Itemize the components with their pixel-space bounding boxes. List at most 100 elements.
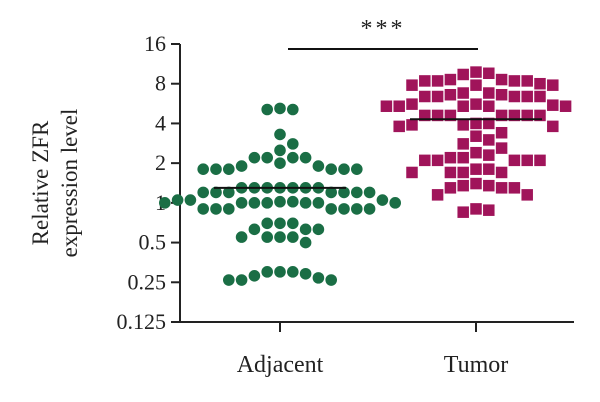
data-point	[197, 163, 209, 175]
data-point	[299, 223, 312, 236]
data-point	[274, 102, 286, 115]
data-point	[444, 182, 457, 194]
data-point	[483, 179, 495, 192]
data-point	[223, 274, 235, 286]
x-axis: Adjacent Tumor	[180, 321, 574, 378]
data-point	[470, 117, 482, 130]
data-point	[470, 130, 482, 142]
data-point	[470, 66, 482, 78]
data-point	[431, 90, 444, 103]
data-point	[299, 267, 312, 280]
data-point	[508, 154, 521, 167]
data-point	[287, 138, 299, 150]
data-point	[521, 189, 533, 201]
data-point	[495, 142, 508, 154]
x-category-label: Tumor	[444, 352, 508, 378]
data-point	[521, 75, 533, 87]
data-point	[483, 100, 495, 112]
data-point	[338, 203, 350, 215]
data-point	[419, 154, 431, 167]
y-tick-label: 0.25	[128, 269, 167, 294]
data-point	[287, 266, 299, 278]
data-point	[457, 151, 469, 164]
data-point	[261, 217, 274, 230]
data-point	[508, 109, 521, 122]
y-tick-label: 0.125	[117, 309, 167, 334]
data-point	[235, 197, 248, 209]
data-point	[287, 217, 299, 230]
data-point	[470, 177, 482, 190]
data-point	[495, 88, 508, 101]
data-point	[431, 75, 444, 87]
y-tick-label: 16	[144, 31, 166, 56]
data-point	[325, 186, 338, 199]
data-point	[184, 194, 197, 206]
data-point	[312, 197, 325, 209]
data-point	[508, 182, 521, 194]
data-point	[483, 87, 495, 99]
data-point	[325, 163, 338, 175]
data-point	[274, 195, 286, 208]
y-tick-label: 8	[155, 71, 166, 96]
data-point	[223, 186, 235, 199]
data-point	[351, 203, 363, 215]
data-point	[483, 149, 495, 161]
y-tick-label: 4	[155, 110, 166, 135]
data-point	[274, 217, 286, 230]
data-point	[457, 87, 469, 99]
data-point	[470, 203, 482, 215]
data-point	[261, 103, 274, 116]
data-point	[495, 166, 508, 179]
data-point	[444, 109, 457, 122]
data-point	[210, 163, 222, 175]
data-point	[457, 119, 469, 131]
data-point	[261, 197, 274, 209]
data-point	[419, 90, 431, 103]
data-point	[171, 194, 184, 206]
data-point	[274, 144, 286, 157]
data-point	[393, 100, 405, 112]
data-point	[274, 266, 286, 278]
data-point	[457, 179, 469, 192]
data-point	[534, 154, 546, 167]
data-point	[210, 186, 222, 199]
data-point	[197, 186, 209, 199]
data-point	[197, 203, 209, 215]
data-point	[457, 206, 469, 218]
data-point	[210, 203, 222, 215]
data-point	[235, 274, 248, 286]
data-point	[299, 236, 312, 249]
data-point	[287, 151, 299, 164]
data-point	[376, 194, 389, 206]
data-point	[495, 126, 508, 139]
data-point	[248, 197, 261, 209]
data-point	[312, 272, 325, 284]
x-category-label: Adjacent	[237, 352, 324, 378]
data-point	[380, 100, 393, 112]
data-point	[547, 99, 559, 111]
data-point	[521, 109, 533, 122]
data-point	[274, 157, 286, 169]
data-point	[338, 186, 350, 199]
data-point	[351, 186, 363, 199]
y-tick-label: 0.5	[139, 230, 167, 255]
data-point	[419, 75, 431, 87]
data-points	[159, 66, 572, 286]
significance-annotation: ***	[288, 16, 478, 50]
data-point	[547, 120, 559, 133]
data-point	[223, 163, 235, 175]
data-point	[559, 100, 572, 112]
data-point	[483, 67, 495, 80]
data-point	[470, 79, 482, 91]
y-tick-label: 2	[155, 150, 166, 175]
data-point	[312, 223, 325, 236]
data-point	[159, 197, 171, 209]
y-axis-title-line-2: expression level	[57, 109, 82, 258]
data-point	[444, 166, 457, 179]
data-point	[393, 120, 405, 133]
data-point	[470, 163, 482, 175]
data-point	[521, 90, 533, 103]
data-point	[299, 151, 312, 164]
data-point	[534, 77, 546, 90]
